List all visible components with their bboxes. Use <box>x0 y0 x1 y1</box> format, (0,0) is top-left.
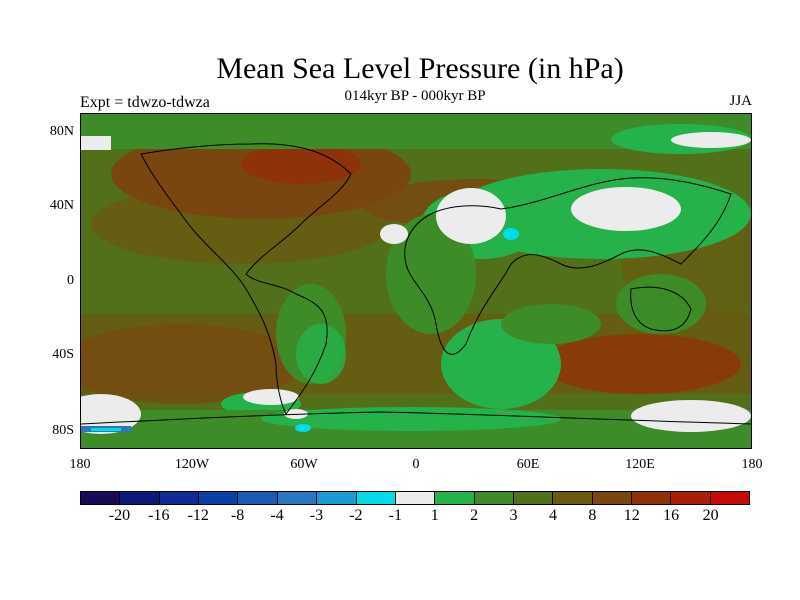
chart-title: Mean Sea Level Pressure (in hPa) <box>216 52 624 85</box>
x-tick-label: 180 <box>741 457 763 472</box>
y-tick-label: 80S <box>52 423 74 438</box>
y-tick-label: 40S <box>52 347 74 362</box>
x-tick-label: 180 <box>69 457 91 472</box>
colorbar <box>80 491 750 505</box>
colorbar-label: 1 <box>430 507 439 524</box>
colorbar-label: -4 <box>270 507 284 524</box>
colorbar-label: 16 <box>663 507 680 524</box>
colorbar-swatch <box>435 492 475 504</box>
colorbar-swatch <box>553 492 593 504</box>
colorbar-label: -8 <box>230 507 245 524</box>
y-tick-label: 0 <box>67 273 74 288</box>
colorbar-label: -1 <box>388 507 402 524</box>
x-tick-label: 0 <box>412 457 420 472</box>
colorbar-label: 4 <box>548 507 557 524</box>
colorbar-swatch <box>120 492 160 504</box>
y-tick-label: 80N <box>49 124 74 139</box>
colorbar-swatch <box>710 492 750 504</box>
colorbar-label: -20 <box>108 507 131 524</box>
chart-subtitle: 014kyr BP - 000kyr BP <box>344 88 486 104</box>
colorbar-swatch <box>238 492 278 504</box>
colorbar-label: 12 <box>623 507 640 524</box>
colorbar-label: 3 <box>509 507 518 524</box>
colorbar-swatch <box>474 492 514 504</box>
colorbar-swatch <box>632 492 672 504</box>
colorbar-swatch <box>513 492 554 504</box>
colorbar-swatch <box>277 492 318 504</box>
x-tick-label: 120W <box>174 457 210 472</box>
colorbar-label: -12 <box>187 507 209 524</box>
colorbar-swatch <box>81 492 121 504</box>
x-tick-label: 60W <box>290 457 318 472</box>
y-tick-label: 40N <box>49 198 74 213</box>
colorbar-swatch <box>671 492 711 504</box>
colorbar-label: -3 <box>309 507 324 524</box>
colorbar-label: 8 <box>588 507 597 524</box>
colorbar-label: 20 <box>702 507 719 524</box>
experiment-label: Expt = tdwzo-tdwza <box>80 94 210 111</box>
colorbar-swatch <box>199 492 239 504</box>
colorbar-swatch <box>592 492 633 504</box>
x-tick-label: 120E <box>625 457 655 472</box>
map-panel <box>80 113 752 449</box>
colorbar-label: -16 <box>148 507 170 524</box>
x-tick-label: 60E <box>516 457 540 472</box>
colorbar-label: 2 <box>470 507 479 524</box>
colorbar-label: -2 <box>349 507 363 524</box>
colorbar-swatch <box>317 492 357 504</box>
colorbar-swatch <box>395 492 436 504</box>
colorbar-swatch <box>356 492 396 504</box>
pressure-field-map <box>81 114 751 448</box>
season-label: JJA <box>729 93 752 109</box>
colorbar-swatch <box>159 492 200 504</box>
